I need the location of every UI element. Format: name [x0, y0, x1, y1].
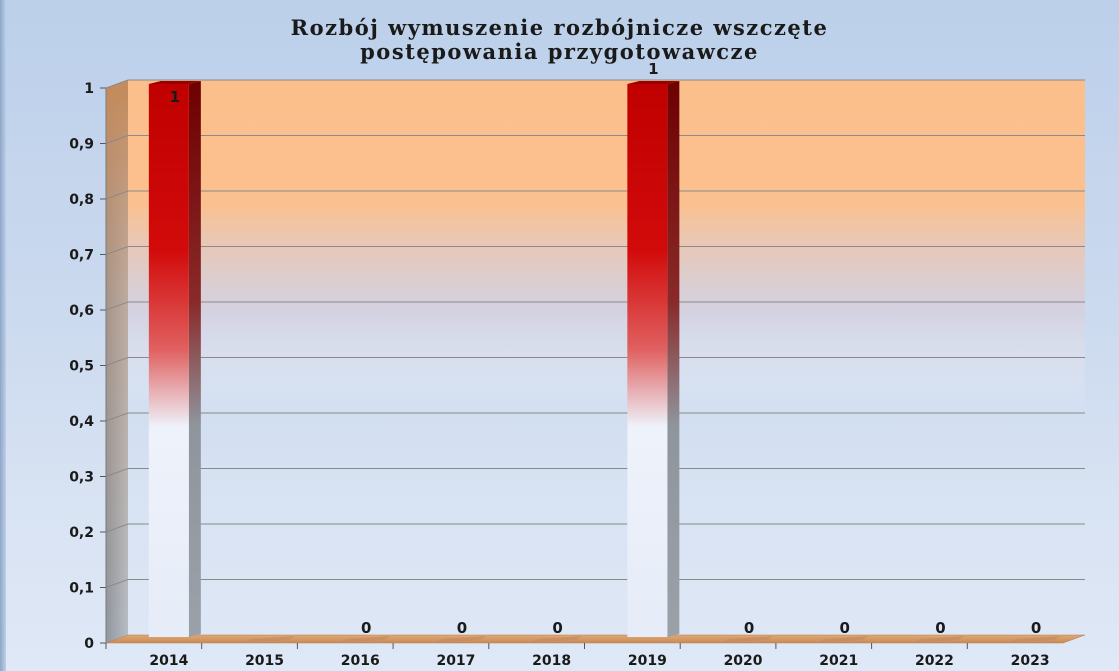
y-tick-label: 0,7	[69, 248, 94, 264]
y-tick-label: 0,4	[69, 414, 94, 430]
x-tick-label: 2023	[1011, 653, 1050, 669]
data-label: 0	[361, 619, 371, 637]
y-tick-label: 0,1	[69, 581, 94, 597]
bar	[1010, 636, 1061, 642]
gridline-side	[105, 468, 129, 477]
gridline-side	[105, 79, 129, 89]
data-label: 0	[744, 619, 754, 637]
x-tick-label: 2018	[532, 653, 571, 669]
data-label: 0	[840, 619, 850, 637]
gridline-side	[105, 357, 129, 366]
bar	[435, 636, 486, 642]
gridline-side	[105, 135, 129, 144]
y-tick-label: 1	[84, 81, 94, 97]
gridline-side	[105, 190, 129, 200]
x-tick-label: 2017	[436, 653, 475, 669]
x-tick-label: 2022	[915, 653, 954, 669]
data-label: 1	[170, 88, 180, 106]
chart-title-line-2: postępowania przygotowawcze	[360, 39, 759, 64]
x-tick-label: 2016	[341, 653, 380, 669]
bar	[531, 636, 582, 642]
data-label: 0	[457, 619, 467, 637]
data-label: 0	[935, 619, 945, 637]
bar	[723, 636, 774, 642]
y-tick-label: 0,5	[69, 359, 94, 375]
bar	[340, 636, 391, 642]
y-tick-label: 0,6	[69, 303, 94, 319]
data-label: 0	[552, 619, 562, 637]
data-label: 0	[1031, 619, 1041, 637]
gridline-side	[105, 246, 129, 255]
x-tick-label: 2020	[724, 653, 763, 669]
y-tick-label: 0,2	[69, 525, 94, 541]
gridline-side	[105, 301, 129, 311]
bar-top	[627, 81, 680, 84]
x-tick-label: 2014	[149, 653, 188, 669]
data-label: 1	[648, 60, 658, 78]
y-tick-label: 0,8	[69, 192, 94, 208]
gridline-side	[105, 523, 129, 533]
bar	[627, 84, 668, 637]
frame-edge	[0, 0, 6, 671]
bar-side	[188, 81, 201, 637]
x-tick-label: 2019	[628, 653, 667, 669]
chart-title: Rozbój wymuszenie rozbójnicze wszczęte p…	[0, 16, 1119, 64]
chart-title-line-1: Rozbój wymuszenie rozbójnicze wszczęte	[290, 15, 829, 40]
bar-top	[148, 81, 201, 84]
gridline-side	[105, 412, 129, 422]
x-tick-label: 2015	[245, 653, 284, 669]
gridline-side	[105, 579, 129, 588]
bar-side	[667, 81, 680, 637]
bar	[244, 636, 295, 642]
bar	[914, 636, 965, 642]
y-tick-label: 0,9	[69, 137, 94, 153]
y-tick-label: 0	[84, 636, 94, 652]
y-tick-label: 0,3	[69, 470, 94, 486]
x-tick-label: 2021	[819, 653, 858, 669]
bar	[148, 84, 189, 637]
bar	[818, 636, 869, 642]
